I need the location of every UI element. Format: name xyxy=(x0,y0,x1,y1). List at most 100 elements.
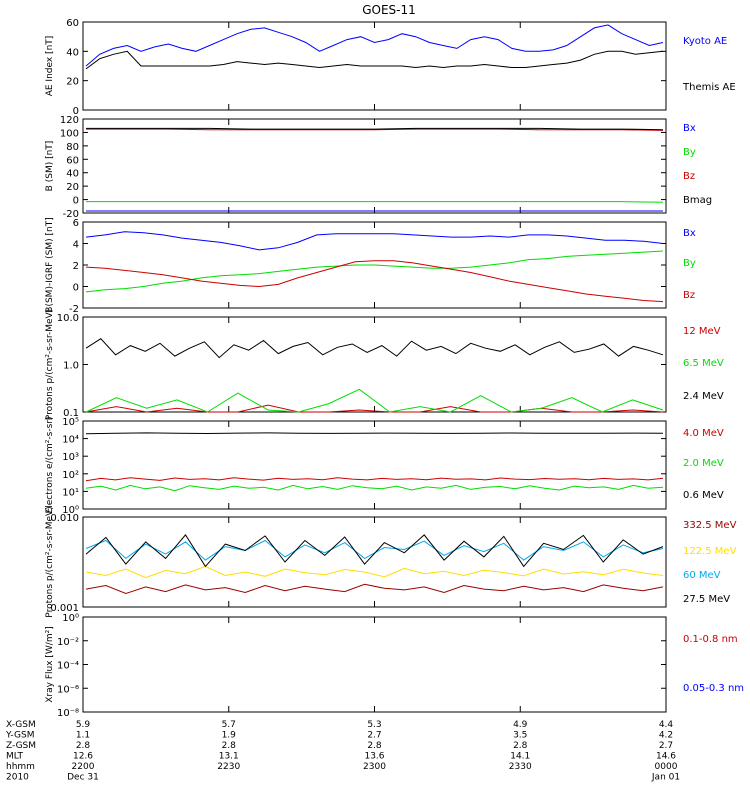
y-tick-label: 0 xyxy=(73,106,79,117)
ephemeris-row-label: Z-GSM xyxy=(6,741,36,751)
legend-entry: 12 MeV xyxy=(683,326,721,337)
ephemeris-value: 14.1 xyxy=(510,752,530,762)
legend-entry: Bz xyxy=(683,290,695,301)
y-tick-label: 10⁻⁸ xyxy=(57,708,79,719)
y-tick-label: 80 xyxy=(66,142,79,153)
legend-entry: 4.0 MeV xyxy=(683,428,724,439)
legend-entry: 60 MeV xyxy=(683,570,721,581)
series-line-bx xyxy=(85,231,664,251)
y-tick-label: 10⁵ xyxy=(62,417,79,428)
ephemeris-value: 1.9 xyxy=(222,731,237,741)
y-axis-label: B(SM)-IGRF (SM) [nT] xyxy=(45,217,55,312)
ephemeris-value: 2200 xyxy=(72,762,95,772)
ephemeris-value: 5.3 xyxy=(367,720,381,730)
panel-frame xyxy=(82,118,667,214)
series-line-2-0-mev xyxy=(85,484,664,492)
ephemeris-value: 2.8 xyxy=(367,741,382,751)
ephemeris-value: 5.9 xyxy=(76,720,91,730)
ephemeris-value: 12.6 xyxy=(73,752,93,762)
ephemeris-value: Jan 01 xyxy=(651,773,680,783)
y-tick-label: -20 xyxy=(63,209,79,220)
panel-1: 0 20 40 60 AE Index [nT] Kyoto AE Themis AE xyxy=(45,18,736,117)
panel-7: 10⁻⁸ 10⁻⁶ 10⁻⁴ 10⁻² 10⁰ Xray Flux [W/m²] 0.1-0… xyxy=(45,613,744,719)
panel-frame xyxy=(82,316,667,413)
ephemeris-row-label: X-GSM xyxy=(6,720,36,730)
series-line-by xyxy=(85,250,664,293)
ephemeris-value: 4.2 xyxy=(659,731,673,741)
y-tick-label: 0.010 xyxy=(50,513,79,524)
legend-entry: Bmag xyxy=(683,195,712,206)
series-line-4-0-mev xyxy=(85,477,664,482)
y-tick-label: 60 xyxy=(66,18,79,29)
ephemeris-value: 2.7 xyxy=(367,731,381,741)
legend-entry: Bx xyxy=(683,123,696,134)
y-axis-label: Electrons e/(cm²-s-sr) xyxy=(45,417,55,514)
panel-frame xyxy=(82,516,667,608)
legend-entry: By xyxy=(683,258,696,269)
ephemeris-value: 13.6 xyxy=(364,752,384,762)
legend-entry: 332.5 MeV xyxy=(683,520,737,531)
ephemeris-value: 2300 xyxy=(363,762,386,772)
legend-entry: 6.5 MeV xyxy=(683,358,724,369)
ephemeris-value: 3.5 xyxy=(513,731,527,741)
ephemeris-value: Dec 31 xyxy=(67,773,99,783)
series-line-by xyxy=(86,201,664,203)
y-tick-label: 1.0 xyxy=(63,361,79,372)
legend-entry: 2.0 MeV xyxy=(683,458,724,469)
ephemeris-row-label: Y-GSM xyxy=(5,731,34,741)
y-tick-label: 10⁻⁶ xyxy=(57,684,79,695)
ephemeris-value: 4.4 xyxy=(659,720,674,730)
y-tick-label: 40 xyxy=(66,169,79,180)
panel-2: -20 0 20 40 60 80 100 120 B (SM) [nT] Bx By Bz Bmag xyxy=(45,115,712,220)
y-tick-label: 0 xyxy=(73,196,79,207)
y-tick-label: 10⁻² xyxy=(57,637,79,648)
legend-entry: Bx xyxy=(683,228,696,239)
series-line-themis-ae xyxy=(85,50,664,70)
legend-entry: 2.4 MeV xyxy=(683,391,724,402)
y-tick-label: 0.001 xyxy=(50,603,79,614)
y-tick-label: 0.1 xyxy=(63,408,79,419)
ephemeris-value: 2.8 xyxy=(76,741,91,751)
ephemeris-value: 14.6 xyxy=(656,752,676,762)
ephemeris-value: 2230 xyxy=(217,762,240,772)
ephemeris-value: 1.1 xyxy=(76,731,90,741)
ephemeris-value: 2.7 xyxy=(659,741,673,751)
ephemeris-value: 5.7 xyxy=(222,720,236,730)
panel-5: 10⁰ 10¹ 10² 10³ 10⁴ 10⁵ Electrons e/(cm²-s-sr)… xyxy=(45,417,724,516)
y-tick-label: 10⁰ xyxy=(62,613,79,624)
ephemeris-value: 0000 xyxy=(655,762,678,772)
series-line-6-5-mev xyxy=(85,388,664,413)
ephemeris-value: 2.8 xyxy=(222,741,237,751)
y-tick-label: 10³ xyxy=(62,452,79,463)
y-tick-label: 60 xyxy=(66,155,79,166)
legend-entry: Kyoto AE xyxy=(683,36,727,47)
y-axis-label: Protons p/(cm²-s-sr-MeV) xyxy=(45,506,55,617)
plot-title: GOES-11 xyxy=(362,3,416,17)
ephemeris-value: 2330 xyxy=(509,762,532,772)
legend-entry: 0.1-0.8 nm xyxy=(683,634,738,645)
series-line-12-mev xyxy=(85,404,664,413)
series-line-122-5-mev xyxy=(85,565,664,579)
y-tick-label: -2 xyxy=(69,304,79,315)
y-tick-label: 10² xyxy=(62,470,79,481)
series-line-2-4-mev xyxy=(85,338,664,359)
legend-entry: 122.5 MeV xyxy=(683,546,737,557)
y-tick-label: 40 xyxy=(66,47,79,58)
series-line-0-6-mev xyxy=(85,432,664,435)
ephemeris-row-label: MLT xyxy=(6,752,24,762)
panel-frame xyxy=(82,616,667,713)
y-tick-label: 6 xyxy=(73,218,79,229)
legend-entry: 27.5 MeV xyxy=(683,594,730,605)
legend-entry: 0.6 MeV xyxy=(683,490,724,501)
ephemeris-row-label: 2010 xyxy=(6,773,29,783)
series-line-kyoto-ae xyxy=(85,24,664,67)
y-tick-label: 10⁴ xyxy=(62,435,79,446)
y-tick-label: 10⁻⁴ xyxy=(57,661,79,672)
ephemeris-value: 2.8 xyxy=(513,741,528,751)
y-axis-label: B (SM) [nT] xyxy=(45,141,55,192)
series-line-bz xyxy=(85,260,664,303)
legend-entry: Themis AE xyxy=(682,82,736,93)
